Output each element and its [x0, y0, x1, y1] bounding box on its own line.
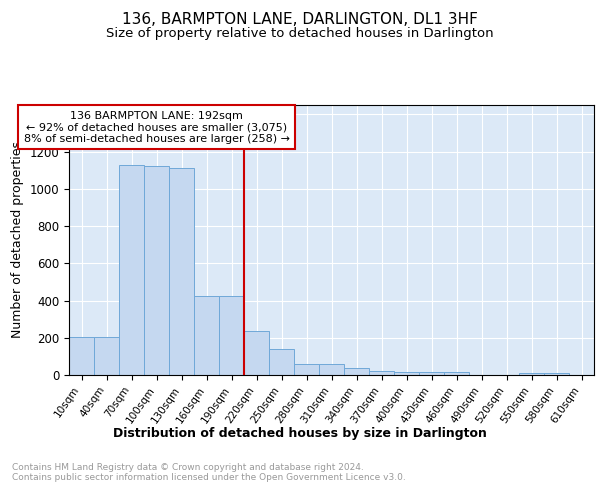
Bar — [544, 373, 569, 375]
Bar — [144, 166, 169, 375]
Bar — [294, 364, 319, 375]
Bar — [94, 337, 119, 375]
Bar — [444, 372, 469, 375]
Bar — [244, 331, 269, 375]
Bar — [219, 296, 244, 375]
Text: Distribution of detached houses by size in Darlington: Distribution of detached houses by size … — [113, 428, 487, 440]
Bar — [169, 168, 194, 375]
Y-axis label: Number of detached properties: Number of detached properties — [11, 142, 24, 338]
Text: 136 BARMPTON LANE: 192sqm
← 92% of detached houses are smaller (3,075)
8% of sem: 136 BARMPTON LANE: 192sqm ← 92% of detac… — [23, 110, 290, 144]
Text: Contains HM Land Registry data © Crown copyright and database right 2024.
Contai: Contains HM Land Registry data © Crown c… — [12, 462, 406, 482]
Bar — [69, 337, 94, 375]
Bar — [419, 372, 444, 375]
Bar — [344, 368, 369, 375]
Bar — [194, 296, 219, 375]
Bar — [269, 349, 294, 375]
Bar — [394, 372, 419, 375]
Bar — [319, 364, 344, 375]
Text: Size of property relative to detached houses in Darlington: Size of property relative to detached ho… — [106, 28, 494, 40]
Text: 136, BARMPTON LANE, DARLINGTON, DL1 3HF: 136, BARMPTON LANE, DARLINGTON, DL1 3HF — [122, 12, 478, 28]
Bar — [119, 164, 144, 375]
Bar — [369, 372, 394, 375]
Bar — [519, 373, 544, 375]
